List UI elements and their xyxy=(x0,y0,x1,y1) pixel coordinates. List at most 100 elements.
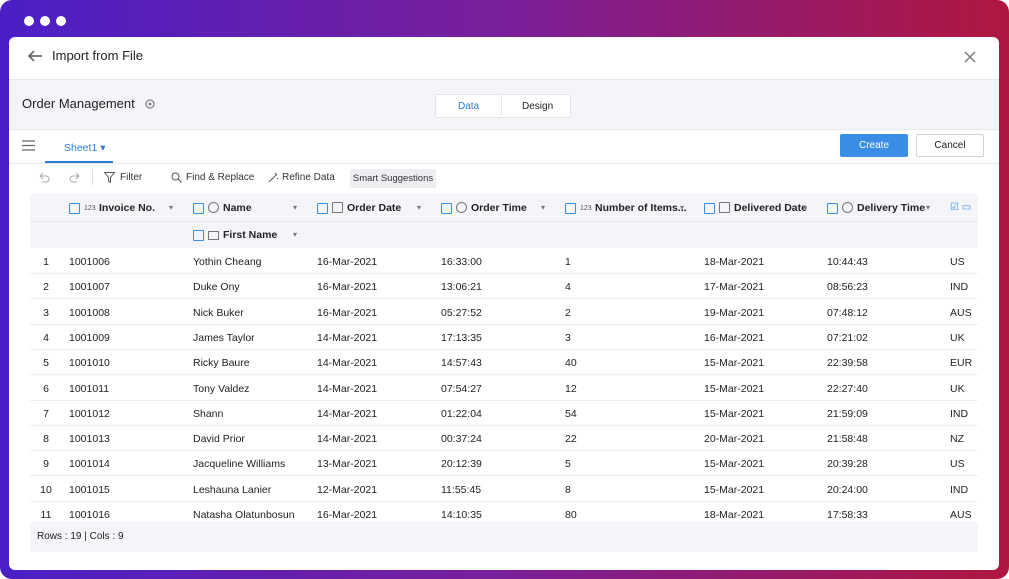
settings-icon[interactable] xyxy=(144,98,156,110)
cell: Shann xyxy=(193,407,224,420)
dropdown-icon: ▾ xyxy=(169,203,174,212)
cell: 1001012 xyxy=(69,407,110,420)
type-icon xyxy=(842,202,853,213)
cell: 5 xyxy=(565,458,571,471)
row-divider xyxy=(30,348,978,350)
tab-design[interactable]: Design xyxy=(522,101,554,112)
cell: 1001013 xyxy=(69,433,110,446)
cell: 1001016 xyxy=(69,509,110,520)
type-icon xyxy=(456,202,467,213)
row-divider xyxy=(30,298,978,300)
data-grid: ☑ ▭ 123 Invoice No. ▾ Name ▾ Order Date ▾ Order… xyxy=(30,194,978,520)
cell: 16-Mar-2021 xyxy=(317,281,378,294)
cell: Yothin Cheang xyxy=(193,256,262,268)
window-dot xyxy=(56,16,66,26)
column-header: Invoice No. xyxy=(99,202,156,214)
row-divider xyxy=(30,500,978,502)
cell: 14:57:43 xyxy=(441,357,482,370)
search-icon xyxy=(171,172,182,183)
row-col-count: Rows : 19 | Cols : 9 xyxy=(37,531,124,542)
row-number: 6 xyxy=(43,382,49,395)
back-icon[interactable] xyxy=(26,49,44,63)
cell: 4 xyxy=(565,281,571,294)
cell: 10:44:43 xyxy=(827,256,868,268)
type-icon xyxy=(719,202,730,213)
cell: 8 xyxy=(565,483,571,496)
dialog-title: Import from File xyxy=(52,48,144,63)
column-header: Number of Items... xyxy=(595,202,687,214)
checkbox xyxy=(441,203,452,214)
checkbox xyxy=(193,203,204,214)
tab-data[interactable]: Data xyxy=(458,101,480,112)
dropdown-icon: ▾ xyxy=(541,203,546,212)
find-replace-button[interactable]: Find & Replace xyxy=(186,172,255,183)
row-number: 7 xyxy=(43,407,49,420)
cell: 1 xyxy=(565,256,571,268)
cell: 17:58:33 xyxy=(827,509,868,520)
cell: 22:39:58 xyxy=(827,357,868,370)
cell: 14:10:35 xyxy=(441,509,482,520)
cell: 18-Mar-2021 xyxy=(704,509,765,520)
cell: Leshauna Lanier xyxy=(193,483,272,496)
cell: 07:54:27 xyxy=(441,382,482,395)
cancel-button[interactable]: Cancel xyxy=(916,134,984,157)
smart-suggestions-button[interactable]: Smart Suggestions xyxy=(350,169,436,188)
row-divider xyxy=(30,424,978,426)
cell: US xyxy=(950,458,965,471)
status-bar xyxy=(30,522,978,552)
row-number: 3 xyxy=(43,306,49,319)
row-number: 1 xyxy=(43,256,49,268)
type-label: 123 xyxy=(580,205,592,212)
cell: AUS xyxy=(950,509,972,520)
header-divider xyxy=(30,221,978,222)
cell: 22:27:40 xyxy=(827,382,868,395)
filter-button[interactable]: Filter xyxy=(120,172,143,183)
refine-data-button[interactable]: Refine Data xyxy=(282,172,335,183)
cell: Natasha Olatunbosun xyxy=(193,509,295,520)
cell: 1001008 xyxy=(69,306,110,319)
cell: 15-Mar-2021 xyxy=(704,458,765,471)
cell: 05:27:52 xyxy=(441,306,482,319)
dialog: Import from File Order Management Data D… xyxy=(9,37,999,570)
dropdown-icon: ▾ xyxy=(417,203,422,212)
sheet-name: Sheet1 xyxy=(64,142,98,154)
cell: 17:13:35 xyxy=(441,331,482,344)
cell: 14-Mar-2021 xyxy=(317,433,378,446)
sheet-underline xyxy=(45,161,113,163)
cell: 17-Mar-2021 xyxy=(704,281,765,294)
close-icon[interactable] xyxy=(964,51,976,63)
cell: 54 xyxy=(565,407,577,420)
menu-icon[interactable] xyxy=(22,140,35,151)
row-divider xyxy=(30,374,978,376)
cell: 12-Mar-2021 xyxy=(317,483,378,496)
cell: 12 xyxy=(565,382,577,395)
more-column: ☑ ▭ xyxy=(950,202,972,213)
cell: 1001006 xyxy=(69,256,110,268)
cell: 15-Mar-2021 xyxy=(704,357,765,370)
cell: 16:33:00 xyxy=(441,256,482,268)
row-divider xyxy=(30,399,978,401)
type-label: 123 xyxy=(84,205,96,212)
cell: 08:56:23 xyxy=(827,281,868,294)
row-number: 8 xyxy=(43,433,49,446)
cell: 1001010 xyxy=(69,357,110,370)
column-header: Delivered Date xyxy=(734,202,807,214)
row-divider xyxy=(30,323,978,325)
cell: 16-Mar-2021 xyxy=(317,509,378,520)
sheet-tab[interactable]: Sheet1 ▾ xyxy=(64,142,106,154)
window-dot xyxy=(40,16,50,26)
type-icon xyxy=(332,202,343,213)
create-button[interactable]: Create xyxy=(840,134,908,157)
checkbox xyxy=(317,203,328,214)
cell: 07:48:12 xyxy=(827,306,868,319)
cell: NZ xyxy=(950,433,964,446)
cell: 20-Mar-2021 xyxy=(704,433,765,446)
row-number: 11 xyxy=(40,509,52,520)
column-header: Order Time xyxy=(471,202,527,214)
undo-redo[interactable] xyxy=(37,171,82,183)
cell: IND xyxy=(950,281,969,294)
cell: 14-Mar-2021 xyxy=(317,331,378,344)
cell: David Prior xyxy=(193,433,245,446)
